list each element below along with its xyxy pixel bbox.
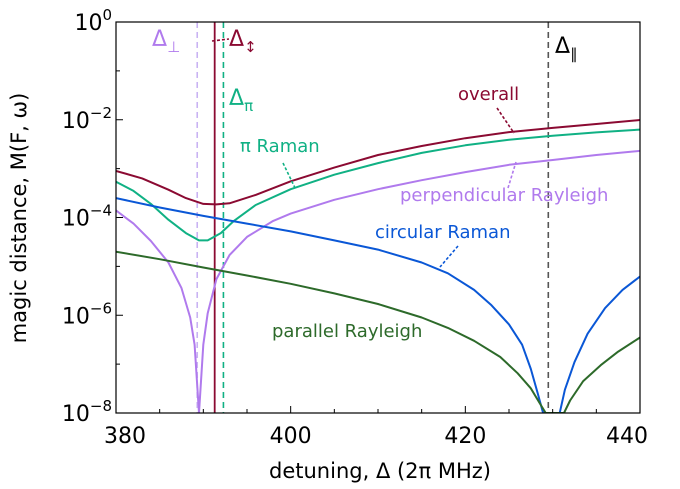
leader-overall	[496, 107, 515, 134]
series-raman	[116, 128, 640, 242]
curve-label-parallel-rayleigh: parallel Rayleigh	[272, 321, 422, 342]
leader-perpRayleigh	[507, 161, 517, 189]
leader-circRaman	[439, 245, 459, 268]
marker-label-par: Δ∥	[555, 34, 578, 63]
marker-connector	[211, 38, 230, 42]
series-perpendicular-rayleigh	[116, 149, 640, 413]
x-axis-label: detuning, Δ (2π MHz)	[269, 459, 491, 483]
x-tick-label: 420	[444, 424, 486, 449]
curve-label-perpendicular-rayleigh: perpendicular Rayleigh	[400, 185, 608, 206]
marker-label-circ: Δ↕	[229, 27, 257, 56]
series-parallel-rayleigh	[116, 250, 640, 413]
marker-label-pi: Δπ	[229, 86, 253, 115]
series-circular-raman	[116, 197, 640, 413]
y-axis-label: magic distance, M(F, ω)	[7, 93, 31, 344]
leader-piRaman	[282, 162, 297, 191]
curve-label-raman: π Raman	[240, 136, 320, 157]
series-overall	[116, 119, 640, 206]
y-tick-label: 100	[74, 6, 112, 36]
y-tick-label: 10−2	[62, 104, 112, 134]
y-tick-label: 10−8	[62, 397, 112, 427]
curve-label-overall: overall	[458, 84, 519, 105]
y-tick-label: 10−6	[62, 299, 112, 329]
curve-label-circular-raman: circular Raman	[375, 222, 510, 243]
x-tick-label: 440	[606, 424, 648, 449]
marker-label-perp: Δ⊥	[152, 27, 180, 56]
x-tick-label: 400	[270, 424, 312, 449]
y-tick-label: 10−4	[62, 202, 112, 232]
x-tick-label: 380	[104, 424, 146, 449]
